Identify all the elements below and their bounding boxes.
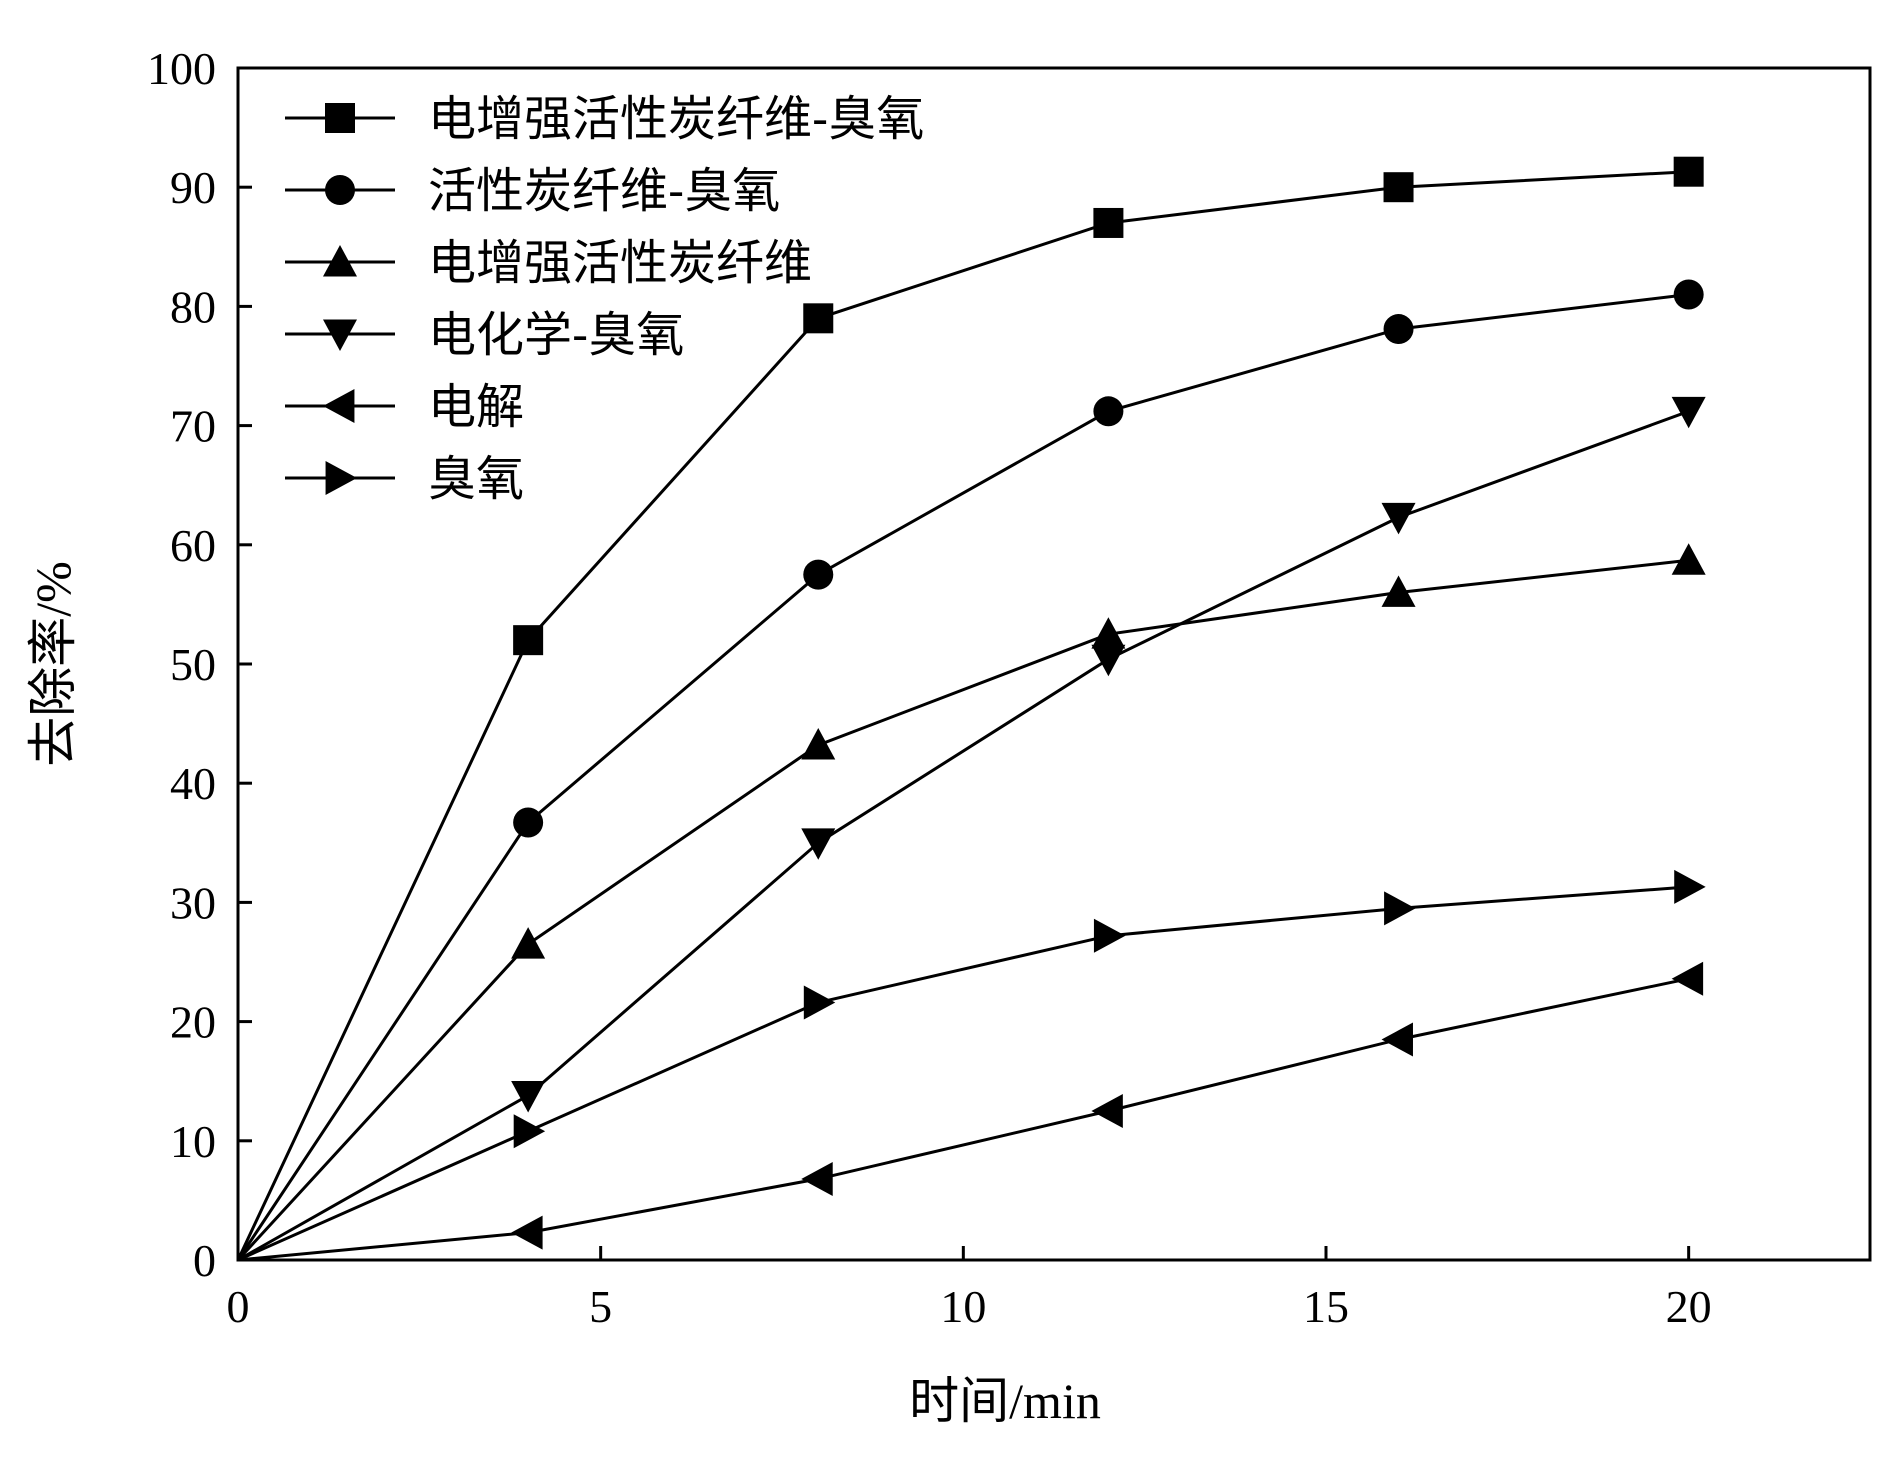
x-tick-label-1: 5 — [589, 1281, 612, 1332]
data-point-1-4 — [1383, 314, 1414, 345]
data-point-1-3 — [1093, 396, 1124, 427]
data-point-0-4 — [1383, 172, 1414, 203]
series-line-4 — [237, 977, 1690, 1262]
data-point-5-3 — [1093, 918, 1126, 953]
y-axis-title: 去除率/% — [25, 561, 81, 767]
y-tick-label-9: 90 — [170, 162, 216, 213]
y-tick-label-2: 20 — [170, 997, 216, 1048]
legend-label-2: 电增强活性炭纤维 — [428, 235, 812, 291]
y-tick-label-7: 70 — [170, 401, 216, 452]
data-point-0-1 — [513, 625, 544, 656]
data-point-1-5 — [1673, 279, 1704, 310]
legend-label-5: 臭氧 — [428, 451, 524, 507]
data-point-0-3 — [1093, 207, 1124, 238]
series-3 — [237, 396, 1706, 1262]
y-tick-label-4: 40 — [170, 758, 216, 809]
legend-entry-1: 活性炭纤维-臭氧 — [285, 163, 780, 219]
data-point-5-1 — [513, 1114, 546, 1149]
series-4 — [237, 961, 1704, 1262]
series-line-0 — [236, 170, 1689, 1261]
legend-entry-0: 电增强活性炭纤维-臭氧 — [285, 91, 924, 147]
y-tick-label-10: 100 — [147, 43, 216, 94]
data-point-4-1 — [511, 1215, 543, 1250]
series-0 — [236, 156, 1704, 1261]
data-point-4-4 — [1381, 1022, 1413, 1057]
legend-label-3: 电化学-臭氧 — [428, 307, 684, 363]
data-point-5-4 — [1384, 891, 1416, 926]
data-point-3-5 — [1671, 396, 1706, 429]
data-point-5-2 — [803, 985, 836, 1020]
legend-marker-0 — [325, 103, 355, 133]
x-tick-label-4: 20 — [1666, 1281, 1712, 1332]
data-point-4-5 — [1671, 961, 1704, 996]
legend-marker-3 — [323, 319, 357, 351]
legend-entry-2: 电增强活性炭纤维 — [285, 235, 812, 291]
data-point-2-1 — [511, 927, 546, 959]
data-point-1-2 — [803, 559, 834, 590]
series-line-3 — [237, 409, 1690, 1262]
data-point-2-3 — [1091, 617, 1126, 649]
legend-marker-4 — [323, 389, 355, 423]
series-2 — [236, 543, 1706, 1262]
legend-marker-5 — [325, 461, 357, 495]
y-tick-label-8: 80 — [170, 281, 216, 332]
legend-marker-2 — [323, 245, 357, 277]
legend-label-0: 电增强活性炭纤维-臭氧 — [428, 91, 924, 147]
data-point-3-1 — [511, 1081, 546, 1113]
legend-entry-5: 臭氧 — [285, 451, 524, 507]
data-point-5-5 — [1674, 869, 1706, 904]
series-1 — [236, 279, 1704, 1261]
y-tick-label-6: 60 — [170, 520, 216, 571]
data-point-4-2 — [801, 1161, 833, 1196]
series-line-1 — [236, 293, 1689, 1261]
data-point-0-5 — [1673, 156, 1704, 187]
legend-marker-1 — [325, 175, 355, 205]
x-tick-label-0: 0 — [227, 1281, 250, 1332]
data-point-2-2 — [801, 728, 836, 760]
y-tick-label-5: 50 — [170, 639, 216, 690]
data-point-1-1 — [513, 807, 544, 838]
legend-entry-4: 电解 — [285, 379, 524, 435]
data-point-0-2 — [803, 303, 834, 334]
y-tick-label-0: 0 — [193, 1235, 216, 1286]
legend-label-4: 电解 — [428, 379, 524, 435]
series-line-5 — [237, 885, 1689, 1262]
data-point-2-4 — [1381, 575, 1416, 607]
data-point-3-3 — [1091, 644, 1126, 677]
data-point-2-5 — [1671, 543, 1706, 575]
series-5 — [237, 869, 1706, 1262]
y-tick-label-3: 30 — [170, 877, 216, 928]
axis-layer: 0 5 10 15 20 0 10 20 30 40 50 60 70 80 90 100 — [147, 43, 1712, 1332]
legend-entry-3: 电化学-臭氧 — [285, 307, 684, 363]
y-tick-label-1: 10 — [170, 1116, 216, 1167]
data-point-3-2 — [801, 828, 836, 860]
series-line-2 — [236, 558, 1689, 1262]
x-tick-label-3: 15 — [1303, 1281, 1349, 1332]
data-point-4-3 — [1091, 1094, 1123, 1128]
data-point-3-4 — [1381, 502, 1416, 535]
legend-label-1: 活性炭纤维-臭氧 — [428, 163, 780, 219]
series-layer — [236, 156, 1706, 1262]
x-tick-label-2: 10 — [940, 1281, 986, 1332]
x-axis-title: 时间/min — [909, 1373, 1101, 1429]
